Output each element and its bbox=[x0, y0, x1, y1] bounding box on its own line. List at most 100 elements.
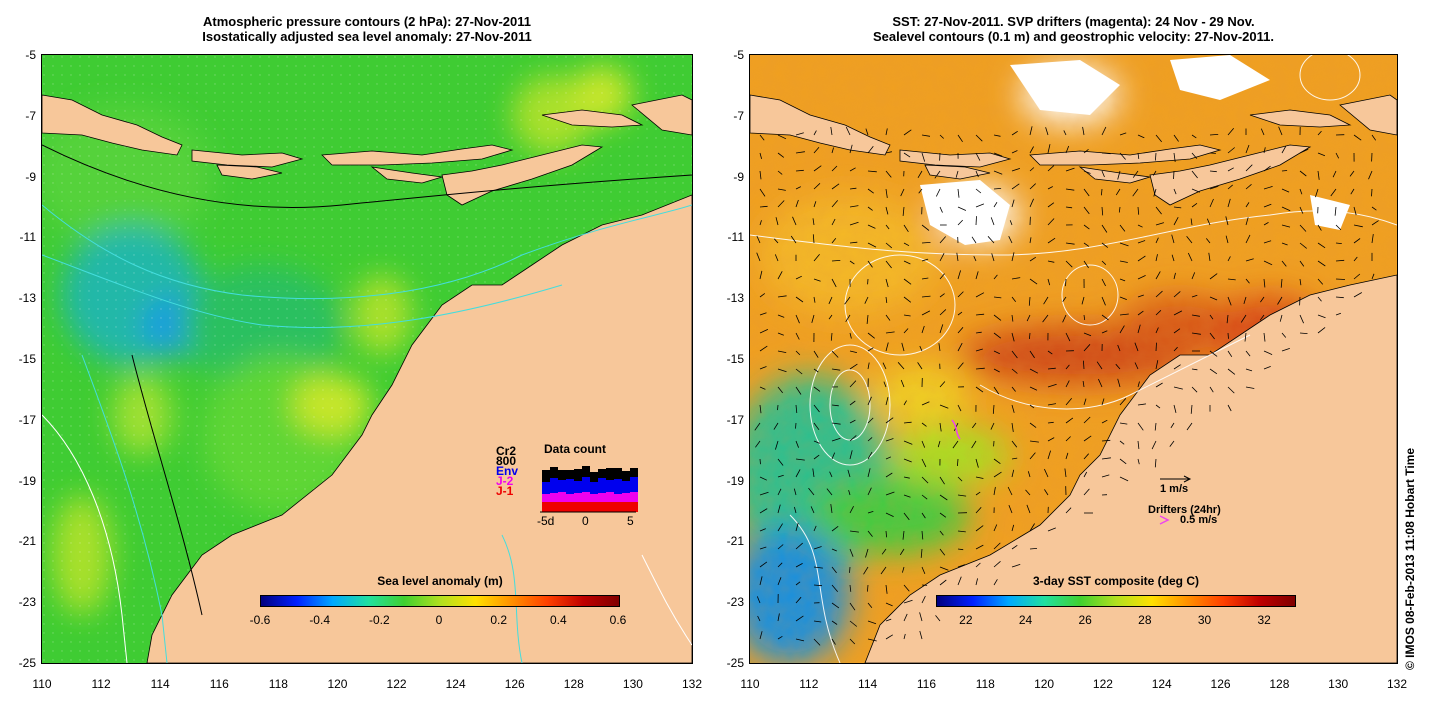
velocity-arrow bbox=[1119, 325, 1125, 334]
velocity-arrow bbox=[975, 562, 981, 568]
velocity-arrow bbox=[882, 362, 887, 370]
right-map-title: SST: 27-Nov-2011. SVP drifters (magenta)… bbox=[750, 14, 1397, 44]
velocity-arrow bbox=[1008, 504, 1013, 514]
data-count-bar bbox=[566, 470, 574, 479]
velocity-arrow bbox=[885, 296, 888, 304]
velocity-arrow bbox=[867, 362, 870, 370]
velocity-arrow bbox=[957, 206, 967, 211]
data-count-bar bbox=[550, 478, 558, 493]
velocity-arrow bbox=[777, 170, 783, 175]
velocity-arrow bbox=[1209, 332, 1215, 340]
velocity-arrow bbox=[1190, 218, 1193, 226]
velocity-arrow bbox=[939, 253, 945, 262]
drifters-speed-label: 0.5 m/s bbox=[1180, 514, 1218, 526]
velocity-arrow bbox=[1155, 382, 1163, 388]
velocity-arrow bbox=[903, 314, 911, 317]
velocity-arrow bbox=[1263, 203, 1272, 208]
data-count-bar bbox=[542, 494, 550, 502]
velocity-arrow bbox=[1317, 170, 1320, 180]
velocity-arrow bbox=[1065, 417, 1074, 424]
velocity-arrow bbox=[885, 314, 891, 321]
velocity-arrow bbox=[1152, 170, 1157, 176]
velocity-arrow bbox=[1083, 398, 1087, 406]
velocity-arrow bbox=[903, 440, 913, 445]
velocity-arrow bbox=[829, 471, 833, 478]
velocity-arrow bbox=[756, 235, 761, 244]
velocity-arrow bbox=[1119, 132, 1127, 136]
velocity-arrow bbox=[777, 504, 781, 514]
velocity-arrow bbox=[813, 620, 822, 623]
velocity-arrow bbox=[1011, 252, 1015, 262]
velocity-arrow bbox=[993, 170, 1003, 175]
velocity-arrow bbox=[921, 422, 927, 427]
velocity-arrow bbox=[939, 273, 945, 280]
velocity-arrow bbox=[1065, 507, 1072, 514]
velocity-arrow bbox=[975, 271, 979, 280]
velocity-arrow bbox=[1186, 236, 1193, 244]
data-count-bar bbox=[606, 492, 614, 502]
velocity-arrow bbox=[867, 417, 874, 424]
velocity-arrow bbox=[900, 379, 905, 388]
velocity-arrow bbox=[1299, 148, 1309, 154]
velocity-arrow bbox=[754, 422, 761, 431]
velocity-arrow bbox=[849, 221, 859, 226]
velocity-arrow bbox=[1299, 242, 1307, 249]
latitude-tick-label: -5 bbox=[25, 48, 36, 62]
data-count-bar bbox=[630, 502, 638, 512]
velocity-arrow bbox=[903, 328, 909, 334]
velocity-arrow bbox=[885, 512, 894, 517]
velocity-arrow bbox=[885, 242, 893, 249]
longitude-tick-label: 118 bbox=[975, 677, 995, 691]
velocity-arrow bbox=[1317, 242, 1326, 249]
velocity-arrow bbox=[1065, 242, 1075, 245]
velocity-arrow bbox=[993, 524, 998, 532]
longitude-tick-label: 118 bbox=[268, 677, 288, 691]
velocity-arrow bbox=[921, 242, 931, 244]
velocity-arrow bbox=[903, 296, 912, 303]
velocity-arrow bbox=[903, 224, 909, 233]
velocity-arrow bbox=[1083, 435, 1092, 442]
velocity-arrow bbox=[957, 291, 964, 298]
velocity-arrow bbox=[903, 599, 913, 604]
data-count-bar bbox=[558, 492, 566, 502]
velocity-arrow bbox=[1029, 198, 1034, 208]
velocity-arrow bbox=[795, 368, 803, 375]
velocity-arrow bbox=[1137, 422, 1144, 431]
velocity-arrow bbox=[1191, 134, 1197, 139]
velocity-arrow bbox=[831, 260, 841, 262]
velocity-arrow bbox=[813, 584, 823, 587]
velocity-arrow bbox=[1026, 504, 1031, 514]
velocity-arrow bbox=[1209, 350, 1218, 357]
velocity-arrow bbox=[1171, 254, 1175, 262]
data-count-bar bbox=[606, 502, 614, 512]
velocity-arrow bbox=[1173, 206, 1182, 209]
velocity-arrow bbox=[1137, 134, 1145, 139]
velocity-arrow bbox=[795, 186, 801, 190]
velocity-arrow bbox=[777, 332, 784, 336]
velocity-arrow bbox=[1281, 206, 1291, 212]
data-count-bar bbox=[622, 493, 630, 502]
velocity-arrow bbox=[1045, 127, 1049, 136]
velocity-arrow bbox=[1335, 312, 1342, 316]
velocity-arrow bbox=[1011, 150, 1018, 154]
velocity-arrow bbox=[1011, 469, 1015, 478]
velocity-arrow bbox=[1299, 260, 1305, 267]
velocity-arrow bbox=[828, 296, 833, 305]
velocity-arrow bbox=[777, 474, 784, 478]
velocity-arrow bbox=[903, 421, 912, 424]
velocity-arrow bbox=[867, 347, 874, 352]
data-count-bar bbox=[550, 493, 558, 502]
velocity-arrow bbox=[1047, 383, 1057, 388]
sla-colorbar bbox=[260, 595, 620, 607]
data-count-bar bbox=[590, 482, 598, 494]
velocity-arrow bbox=[885, 278, 889, 288]
velocity-arrow bbox=[795, 542, 803, 550]
velocity-arrow bbox=[777, 350, 787, 353]
velocity-arrow bbox=[1083, 453, 1089, 460]
velocity-arrow bbox=[759, 293, 766, 298]
velocity-arrow bbox=[828, 314, 833, 320]
velocity-arrow bbox=[1281, 332, 1287, 338]
velocity-arrow bbox=[993, 560, 1001, 568]
australia-landmass-sst bbox=[864, 274, 1397, 663]
velocity-arrow bbox=[831, 437, 841, 442]
